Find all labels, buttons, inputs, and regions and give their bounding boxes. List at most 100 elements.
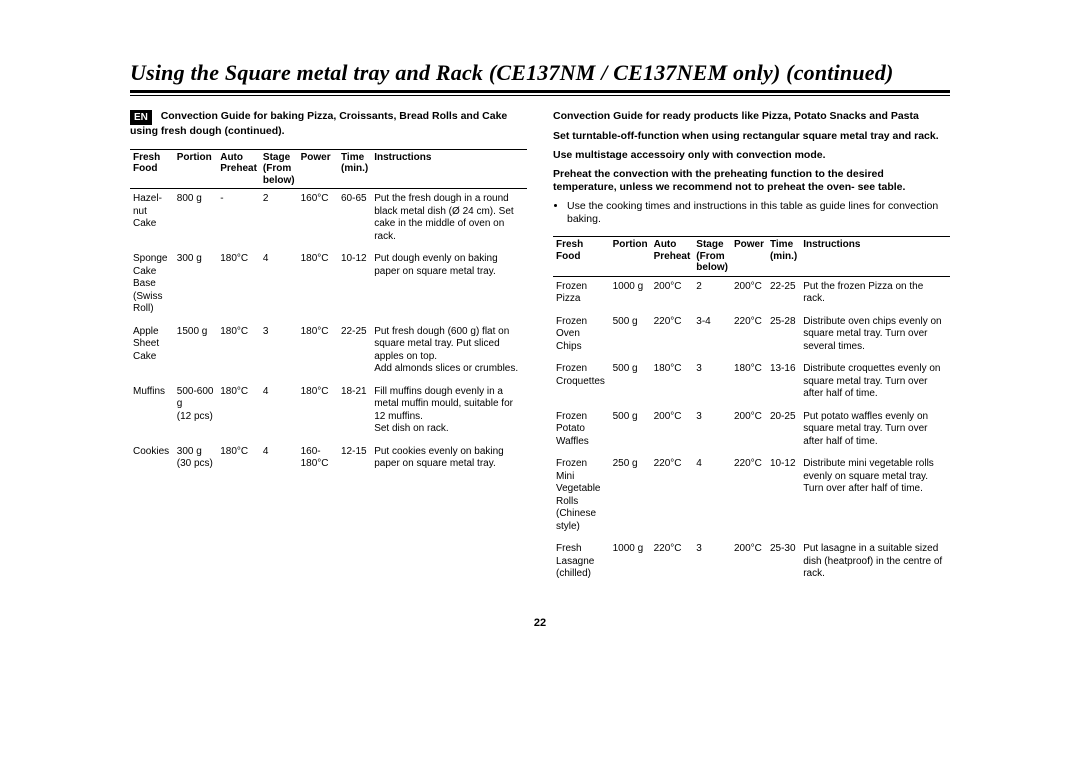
- divider-thick: [130, 90, 950, 93]
- table-cell: Frozen Oven Chips: [553, 312, 610, 360]
- language-badge: EN: [130, 110, 152, 125]
- table-cell: 220°C: [731, 454, 767, 539]
- table-cell: Distribute mini vegetable rolls evenly o…: [800, 454, 950, 539]
- table-cell: 1000 g: [610, 539, 651, 587]
- table-cell: Put dough evenly on baking paper on squa…: [371, 249, 527, 322]
- table-cell: Apple Sheet Cake: [130, 322, 174, 382]
- th-instructions-r: Instructions: [800, 237, 950, 277]
- th-stage-r: Stage (From below): [693, 237, 731, 277]
- table-cell: 220°C: [651, 539, 694, 587]
- table-cell: 250 g: [610, 454, 651, 539]
- th-auto-preheat-r: Auto Preheat: [651, 237, 694, 277]
- table-cell: 300 g (30 pcs): [174, 442, 217, 477]
- left-column: EN Convection Guide for baking Pizza, Cr…: [130, 110, 527, 587]
- table-cell: 4: [693, 454, 731, 539]
- table-row: Frozen Oven Chips500 g220°C3-4220°C25-28…: [553, 312, 950, 360]
- right-notes: Set turntable-off-function when using re…: [553, 130, 950, 195]
- table-cell: 180°C: [217, 322, 260, 382]
- table-cell: Put the frozen Pizza on the rack.: [800, 276, 950, 312]
- table-cell: -: [217, 189, 260, 250]
- table-cell: Muffins: [130, 382, 174, 442]
- table-row: Frozen Croquettes500 g180°C3180°C13-16Di…: [553, 359, 950, 407]
- table-cell: Put the fresh dough in a round black met…: [371, 189, 527, 250]
- table-cell: Distribute croquettes evenly on square m…: [800, 359, 950, 407]
- table-cell: Frozen Potato Waffles: [553, 407, 610, 455]
- table-cell: 500 g: [610, 312, 651, 360]
- table-row: Muffins500-600 g (12 pcs)180°C4180°C18-2…: [130, 382, 527, 442]
- table-row: Frozen Potato Waffles500 g200°C3200°C20-…: [553, 407, 950, 455]
- table-cell: 180°C: [298, 249, 338, 322]
- table-cell: 18-21: [338, 382, 371, 442]
- table-cell: 800 g: [174, 189, 217, 250]
- table-cell: 4: [260, 382, 298, 442]
- left-heading-block: EN Convection Guide for baking Pizza, Cr…: [130, 110, 527, 139]
- th-fresh-food: Fresh Food: [130, 149, 174, 189]
- table-cell: 60-65: [338, 189, 371, 250]
- table-row: Frozen Mini Vegetable Rolls (Chinese sty…: [553, 454, 950, 539]
- table-cell: 500 g: [610, 407, 651, 455]
- right-tbody: Frozen Pizza1000 g200°C2200°C22-25Put th…: [553, 276, 950, 587]
- table-cell: 10-12: [338, 249, 371, 322]
- page-title: Using the Square metal tray and Rack (CE…: [130, 60, 950, 86]
- table-row: Fresh Lasagne (chilled)1000 g220°C3200°C…: [553, 539, 950, 587]
- right-heading: Convection Guide for ready products like…: [553, 110, 950, 124]
- table-cell: 500 g: [610, 359, 651, 407]
- table-cell: 180°C: [217, 382, 260, 442]
- manual-page: Using the Square metal tray and Rack (CE…: [0, 0, 1080, 659]
- table-cell: 200°C: [731, 539, 767, 587]
- table-cell: 2: [693, 276, 731, 312]
- table-cell: Fill muffins dough evenly in a metal muf…: [371, 382, 527, 442]
- table-cell: Put fresh dough (600 g) flat on square m…: [371, 322, 527, 382]
- table-cell: Sponge Cake Base (Swiss Roll): [130, 249, 174, 322]
- table-cell: 180°C: [217, 442, 260, 477]
- table-cell: 3-4: [693, 312, 731, 360]
- th-power: Power: [298, 149, 338, 189]
- right-table: Fresh Food Portion Auto Preheat Stage (F…: [553, 236, 950, 587]
- th-stage: Stage (From below): [260, 149, 298, 189]
- th-portion: Portion: [174, 149, 217, 189]
- table-cell: 1000 g: [610, 276, 651, 312]
- table-cell: 22-25: [767, 276, 800, 312]
- table-cell: 180°C: [731, 359, 767, 407]
- table-cell: 300 g: [174, 249, 217, 322]
- table-cell: 220°C: [731, 312, 767, 360]
- divider-thin: [130, 95, 950, 96]
- table-cell: 200°C: [731, 407, 767, 455]
- table-cell: Distribute oven chips evenly on square m…: [800, 312, 950, 360]
- table-cell: 13-16: [767, 359, 800, 407]
- note-multistage: Use multistage accessoiry only with conv…: [553, 149, 950, 162]
- table-row: Frozen Pizza1000 g200°C2200°C22-25Put th…: [553, 276, 950, 312]
- table-cell: 25-30: [767, 539, 800, 587]
- table-cell: Put potato waffles evenly on square meta…: [800, 407, 950, 455]
- table-cell: Put lasagne in a suitable sized dish (he…: [800, 539, 950, 587]
- th-time-r: Time (min.): [767, 237, 800, 277]
- th-fresh-food-r: Fresh Food: [553, 237, 610, 277]
- th-power-r: Power: [731, 237, 767, 277]
- table-cell: Hazel-nut Cake: [130, 189, 174, 250]
- table-cell: 1500 g: [174, 322, 217, 382]
- table-row: Apple Sheet Cake1500 g180°C3180°C22-25Pu…: [130, 322, 527, 382]
- table-cell: 10-12: [767, 454, 800, 539]
- table-cell: 200°C: [731, 276, 767, 312]
- table-cell: 180°C: [217, 249, 260, 322]
- left-heading: Convection Guide for baking Pizza, Crois…: [130, 110, 507, 137]
- table-cell: Frozen Mini Vegetable Rolls (Chinese sty…: [553, 454, 610, 539]
- table-cell: 3: [693, 359, 731, 407]
- th-auto-preheat: Auto Preheat: [217, 149, 260, 189]
- table-cell: 180°C: [298, 322, 338, 382]
- table-cell: 200°C: [651, 407, 694, 455]
- table-cell: 25-28: [767, 312, 800, 360]
- right-column: Convection Guide for ready products like…: [553, 110, 950, 587]
- table-cell: 220°C: [651, 312, 694, 360]
- left-table: Fresh Food Portion Auto Preheat Stage (F…: [130, 149, 527, 477]
- table-row: Cookies300 g (30 pcs)180°C4160-180°C12-1…: [130, 442, 527, 477]
- left-tbody: Hazel-nut Cake800 g-2160°C60-65Put the f…: [130, 189, 527, 477]
- content-columns: EN Convection Guide for baking Pizza, Cr…: [130, 110, 950, 587]
- th-portion-r: Portion: [610, 237, 651, 277]
- right-bullets: Use the cooking times and instructions i…: [553, 200, 950, 226]
- table-cell: 2: [260, 189, 298, 250]
- table-cell: 180°C: [651, 359, 694, 407]
- bullet-cooking-times: Use the cooking times and instructions i…: [567, 200, 950, 226]
- page-number: 22: [130, 617, 950, 629]
- table-cell: 500-600 g (12 pcs): [174, 382, 217, 442]
